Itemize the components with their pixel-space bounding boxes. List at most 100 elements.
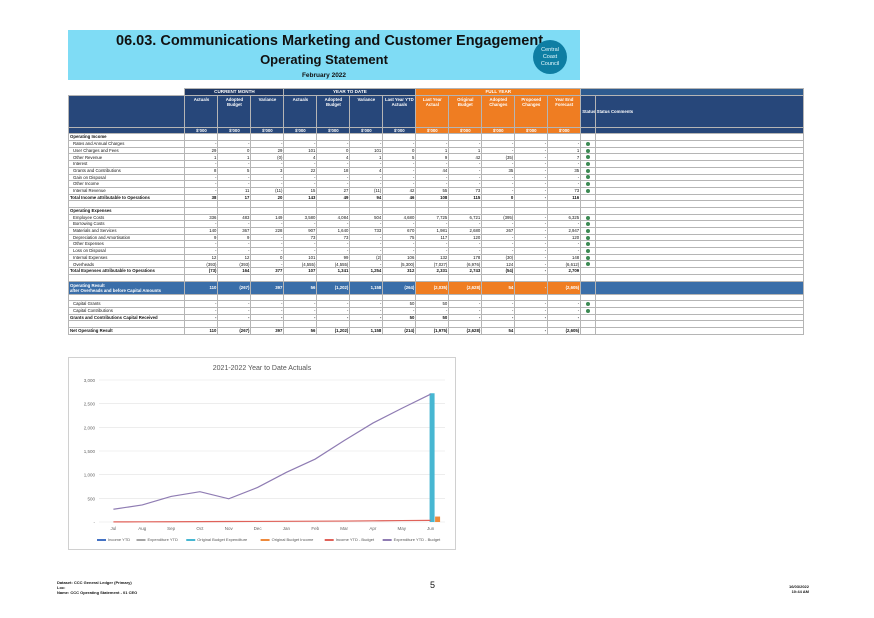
- y-tick-label: 2,000: [84, 425, 96, 430]
- row-value: -: [184, 180, 219, 188]
- row-value: 5: [217, 166, 252, 175]
- row-value: -: [448, 240, 483, 249]
- row-value: -: [481, 140, 516, 148]
- row-status: [580, 253, 596, 262]
- row-value: 907: [283, 227, 318, 235]
- row-value: -: [514, 326, 549, 335]
- row-comment: [594, 140, 805, 148]
- row-value: (2,605): [547, 326, 582, 335]
- table-row: Operating Result after Overheads and bef…: [67, 280, 805, 295]
- row-value: -: [349, 260, 384, 269]
- row-status: [580, 213, 596, 222]
- row-value: 140: [184, 227, 219, 235]
- row-value: 101: [349, 146, 384, 155]
- row-value: -: [481, 306, 516, 315]
- bar-original-budget-income: [435, 516, 441, 522]
- row-value: (2,035): [415, 280, 450, 295]
- row-comment: [594, 273, 805, 282]
- row-status: [580, 300, 596, 308]
- row-value: -: [217, 247, 252, 255]
- row-value: -: [184, 173, 219, 182]
- column-header: Adopted Changes: [481, 94, 516, 128]
- row-status: [580, 273, 596, 282]
- row-value: 3: [250, 166, 285, 175]
- unit-cell: $'000: [316, 126, 351, 135]
- row-value: 99: [316, 253, 351, 262]
- column-header: Adopted Budget: [217, 94, 252, 128]
- row-value: [250, 273, 285, 282]
- row-value: -: [547, 180, 582, 188]
- table-row: [67, 273, 805, 282]
- row-comment: [594, 173, 805, 182]
- row-value: [250, 320, 285, 328]
- y-tick-label: 2,500: [84, 402, 96, 407]
- row-value: -: [448, 140, 483, 148]
- row-status: [580, 240, 596, 249]
- row-value: -: [316, 160, 351, 168]
- table-row: Other Revenue 1 1 (0) 4 4 1 5 9 42 (35) -7: [67, 153, 805, 162]
- row-value: -: [283, 300, 318, 308]
- row-value: -: [184, 140, 219, 148]
- operating-statement-table: CURRENT MONTH YEAR TO DATE FULL YEAR Actual…: [67, 88, 805, 335]
- row-value: [349, 133, 384, 142]
- status-indicator-icon: [585, 249, 590, 254]
- row-value: -: [382, 173, 417, 182]
- row-comment: [594, 247, 805, 255]
- row-value: [184, 293, 219, 302]
- row-value: -: [481, 300, 516, 308]
- row-value: [514, 273, 549, 282]
- row-value: -: [514, 227, 549, 235]
- unit-cell: $'000: [217, 126, 252, 135]
- row-comment: [594, 180, 805, 188]
- row-label: [67, 320, 186, 328]
- row-value: 312: [382, 267, 417, 275]
- row-value: 29: [250, 146, 285, 155]
- row-value: 267: [481, 227, 516, 235]
- row-value: 101: [283, 146, 318, 155]
- row-value: 42: [382, 186, 417, 195]
- row-value: (264): [382, 280, 417, 295]
- unit-comments: [594, 126, 805, 135]
- row-value: -: [514, 146, 549, 155]
- row-value: 117: [415, 233, 450, 242]
- group-year-to-date: YEAR TO DATE: [283, 88, 417, 96]
- row-value: -: [217, 173, 252, 182]
- row-label: Net Operating Result: [67, 326, 186, 335]
- row-value: -: [514, 220, 549, 228]
- x-tick-label: Feb: [311, 526, 319, 531]
- row-value: [481, 206, 516, 215]
- row-value: -: [349, 300, 384, 308]
- row-value: -: [514, 233, 549, 242]
- row-comment: [594, 313, 805, 322]
- row-label: Employee Costs: [67, 213, 186, 222]
- row-comment: [594, 166, 805, 175]
- row-value: (4,555): [316, 260, 351, 269]
- row-value: 504: [349, 213, 384, 222]
- row-value: 3,580: [283, 213, 318, 222]
- row-value: 1: [547, 146, 582, 155]
- row-value: -: [547, 140, 582, 148]
- row-value: [547, 293, 582, 302]
- row-label: User Charges and Fees: [67, 146, 186, 155]
- row-value: 4,680: [382, 213, 417, 222]
- row-comment: [594, 220, 805, 228]
- legend-swatch: [382, 539, 392, 541]
- column-header: Actuals: [184, 94, 219, 128]
- row-comment: [594, 193, 805, 202]
- row-value: (2,628): [448, 326, 483, 335]
- row-value: 116: [547, 193, 582, 202]
- row-value: [283, 293, 318, 302]
- row-value: 73: [316, 233, 351, 242]
- table-row: Borrowing Costs - - - - - - - - - - - -: [67, 220, 805, 228]
- row-value: 35: [481, 166, 516, 175]
- row-value: -: [250, 233, 285, 242]
- row-value: 18: [316, 166, 351, 175]
- column-header: Variance: [250, 94, 285, 128]
- table-row: Grants and Contributions Capital Receive…: [67, 313, 805, 322]
- row-value: [316, 200, 351, 208]
- row-value: [382, 206, 417, 215]
- x-tick-label: Oct: [196, 526, 204, 531]
- x-tick-label: Dec: [254, 526, 263, 531]
- x-tick-label: Nov: [225, 526, 234, 531]
- row-value: -: [184, 313, 219, 322]
